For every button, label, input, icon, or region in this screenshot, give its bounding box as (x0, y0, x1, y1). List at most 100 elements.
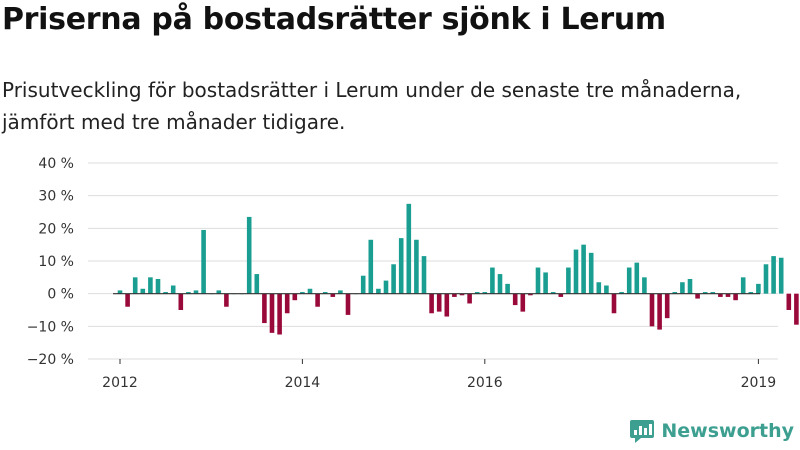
bar (794, 293, 799, 325)
bar (383, 280, 389, 294)
bar (474, 292, 480, 294)
bar (148, 277, 153, 294)
bar (429, 293, 434, 314)
x-tick-label: 2014 (285, 375, 321, 391)
brand-logo[interactable]: Newsworthy (629, 418, 794, 444)
y-axis-labels: −20 % −10 % 0 % 10 % 20 % 30 % 40 % (27, 156, 74, 368)
bar (634, 262, 640, 294)
bar (505, 283, 510, 294)
bar (338, 290, 343, 294)
bar (626, 267, 632, 294)
bar (558, 293, 564, 297)
bar (778, 257, 784, 294)
bar (528, 293, 533, 296)
bars (117, 203, 799, 335)
chart-subtitle: Prisutveckling för bostadsrätter i Lerum… (2, 78, 742, 134)
bar (444, 293, 450, 317)
bar (277, 293, 282, 335)
bar (642, 277, 647, 294)
bar (543, 272, 548, 294)
bar (406, 203, 412, 294)
y-tick-label: −10 % (27, 319, 74, 335)
x-axis: 2012201420162019202120232025 (102, 359, 777, 391)
bar (664, 293, 670, 319)
bar (201, 229, 206, 294)
bar (193, 290, 199, 294)
brand-name: Newsworthy (661, 420, 794, 442)
bar (550, 292, 556, 294)
bar (300, 292, 305, 294)
bar (756, 283, 761, 294)
bar (512, 293, 518, 306)
bar (292, 293, 298, 301)
x-tick-label: 2012 (102, 375, 138, 391)
bar (490, 267, 495, 294)
bar (170, 285, 176, 294)
x-tick-label: 2016 (467, 375, 503, 391)
bar (421, 256, 427, 294)
bar (672, 292, 678, 294)
bar (186, 292, 191, 294)
bar (588, 252, 594, 294)
y-tick-label: −20 % (27, 352, 74, 368)
bar (345, 293, 351, 315)
bar (330, 293, 336, 297)
bar (269, 293, 275, 333)
bar (748, 292, 754, 294)
bar (710, 292, 716, 294)
chart-title: Priserna på bostadsrätter sjönk i Lerum (2, 2, 666, 37)
bar (702, 292, 708, 294)
bar (224, 293, 229, 307)
bar (254, 274, 260, 294)
bar (566, 267, 571, 294)
bar (581, 244, 586, 294)
bar (322, 292, 328, 294)
bar (436, 293, 442, 312)
gridlines (88, 162, 778, 360)
bar (246, 216, 252, 294)
bar (649, 293, 655, 327)
bar (368, 239, 374, 294)
bar (216, 290, 222, 294)
bar (740, 277, 746, 294)
bar (535, 267, 541, 294)
bar (482, 292, 488, 294)
bar (307, 288, 313, 294)
bar (687, 278, 693, 294)
bar (786, 293, 792, 310)
y-tick-label: 0 % (47, 287, 74, 303)
bar (604, 285, 609, 294)
bar (315, 293, 320, 307)
bar (596, 282, 602, 294)
bar (391, 264, 396, 294)
x-tick-label: 2019 (741, 375, 777, 391)
bar (611, 293, 617, 314)
bar (132, 277, 138, 294)
bar (360, 275, 366, 294)
y-tick-label: 20 % (38, 221, 74, 237)
bar (657, 293, 662, 330)
bar (619, 292, 624, 294)
bar (763, 264, 769, 294)
bar (459, 293, 465, 296)
y-tick-label: 30 % (38, 189, 74, 205)
bar (117, 290, 123, 294)
bar (695, 293, 700, 299)
bar (262, 293, 267, 324)
bar (520, 293, 526, 312)
bar (573, 249, 579, 294)
bar (467, 293, 472, 304)
bar (680, 282, 685, 294)
newsworthy-logo-icon (630, 420, 655, 443)
bar (398, 238, 404, 294)
bar (733, 293, 738, 301)
bar (163, 292, 168, 294)
y-tick-label: 10 % (38, 254, 74, 270)
bar (125, 293, 130, 307)
bar (718, 293, 723, 297)
y-tick-label: 40 % (38, 156, 74, 172)
bar (497, 274, 503, 294)
bar (178, 293, 184, 310)
bar (452, 293, 457, 297)
